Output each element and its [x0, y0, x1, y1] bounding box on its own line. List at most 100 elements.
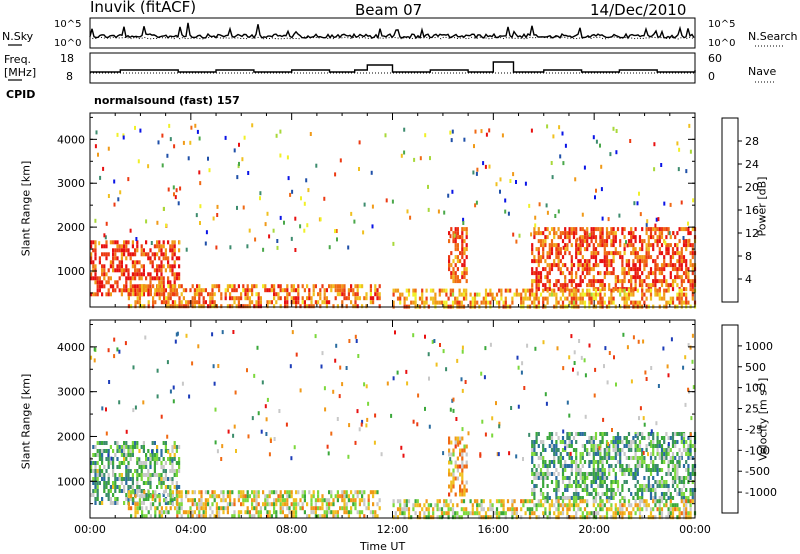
velocity-noise — [580, 355, 583, 360]
power-cell — [138, 288, 141, 293]
velocity-cell — [266, 510, 269, 515]
power-noise — [248, 228, 251, 233]
velocity-cell — [96, 489, 99, 493]
velocity-cell — [542, 464, 545, 468]
velocity-noise — [125, 429, 128, 434]
velocity-cell — [376, 514, 379, 519]
power-noise — [534, 215, 537, 220]
velocity-cell — [461, 488, 464, 493]
power-cell — [456, 300, 459, 305]
velocity-cell — [586, 503, 589, 508]
power-noise — [334, 229, 336, 234]
velocity-cell — [321, 506, 324, 511]
velocity-cell — [586, 499, 589, 504]
velocity-cell — [575, 460, 578, 464]
power-colorbar-tick-label: 24 — [745, 158, 759, 171]
velocity-cell — [555, 432, 558, 436]
power-cell — [557, 227, 560, 232]
velocity-cell — [597, 460, 600, 464]
velocity-cell — [255, 502, 258, 507]
velocity-cell — [459, 436, 462, 441]
power-noise — [139, 128, 142, 133]
xaxis-tick-label: 16:00 — [477, 523, 509, 536]
power-cell — [577, 263, 580, 268]
velocity-cell — [537, 515, 540, 520]
power-noise — [163, 206, 165, 211]
power-cell — [286, 284, 289, 289]
velocity-cell — [658, 515, 661, 520]
power-cell — [447, 296, 450, 301]
velocity-cell — [548, 511, 551, 516]
velocity-cell — [533, 448, 536, 452]
power-cell — [463, 263, 466, 268]
velocity-cell — [630, 448, 633, 452]
power-cell — [118, 248, 121, 253]
power-cell — [572, 296, 576, 301]
power-cell — [568, 231, 571, 236]
power-cell — [145, 276, 148, 281]
velocity-cell — [643, 456, 646, 460]
power-cell — [654, 279, 657, 284]
power-cell — [619, 243, 622, 248]
velocity-cell — [680, 488, 683, 492]
power-cell — [162, 284, 165, 289]
velocity-cell — [594, 511, 598, 516]
power-cell — [643, 267, 646, 272]
velocity-cell — [687, 499, 690, 504]
power-cell — [196, 292, 199, 297]
power-cell — [369, 284, 372, 289]
velocity-cell — [542, 503, 545, 508]
velocity-cell — [616, 444, 620, 448]
velocity-cell — [691, 499, 694, 504]
velocity-cell — [202, 514, 205, 519]
velocity-cell — [535, 440, 538, 444]
power-cell — [461, 235, 464, 240]
velocity-cell — [645, 464, 648, 468]
power-cell — [614, 283, 617, 288]
power-cell — [660, 251, 664, 256]
velocity-cell — [555, 476, 558, 480]
velocity-cell — [555, 499, 558, 504]
velocity-cell — [630, 515, 633, 520]
power-noise — [595, 139, 598, 144]
power-cell — [459, 251, 462, 256]
power-ylabel: Slant Range [km] — [19, 160, 33, 257]
velocity-cell — [671, 468, 675, 472]
power-cell — [546, 235, 549, 240]
velocity-cell — [678, 448, 681, 452]
power-cell — [658, 267, 661, 272]
power-cell — [663, 292, 666, 297]
velocity-cell — [162, 481, 165, 485]
power-cell — [105, 252, 108, 257]
power-cell — [156, 244, 159, 249]
velocity-noise — [424, 406, 426, 411]
velocity-cell — [436, 507, 439, 512]
velocity-cell — [638, 440, 642, 444]
power-noise — [198, 170, 201, 175]
power-cell — [237, 300, 240, 305]
velocity-cell — [601, 503, 604, 508]
velocity-cell — [332, 498, 335, 503]
velocity-noise — [356, 409, 359, 414]
velocity-cell — [623, 468, 626, 472]
velocity-cell — [638, 515, 642, 520]
power-noise — [147, 164, 150, 169]
velocity-cell — [649, 507, 653, 512]
velocity-cell — [579, 468, 582, 472]
power-noise — [294, 216, 297, 221]
power-cell — [647, 288, 650, 293]
power-cell — [619, 255, 622, 260]
power-cell — [264, 284, 267, 289]
velocity-cell — [570, 464, 573, 468]
velocity-cell — [643, 503, 646, 508]
power-cell — [671, 251, 675, 256]
velocity-cell — [678, 515, 681, 520]
velocity-cell — [555, 484, 558, 488]
velocity-noise — [489, 342, 492, 347]
power-cell — [638, 255, 642, 260]
power-cell — [251, 300, 254, 305]
velocity-cell — [599, 468, 602, 472]
velocity-cell — [396, 515, 400, 520]
velocity-cell — [586, 515, 589, 520]
velocity-cell — [581, 511, 584, 516]
